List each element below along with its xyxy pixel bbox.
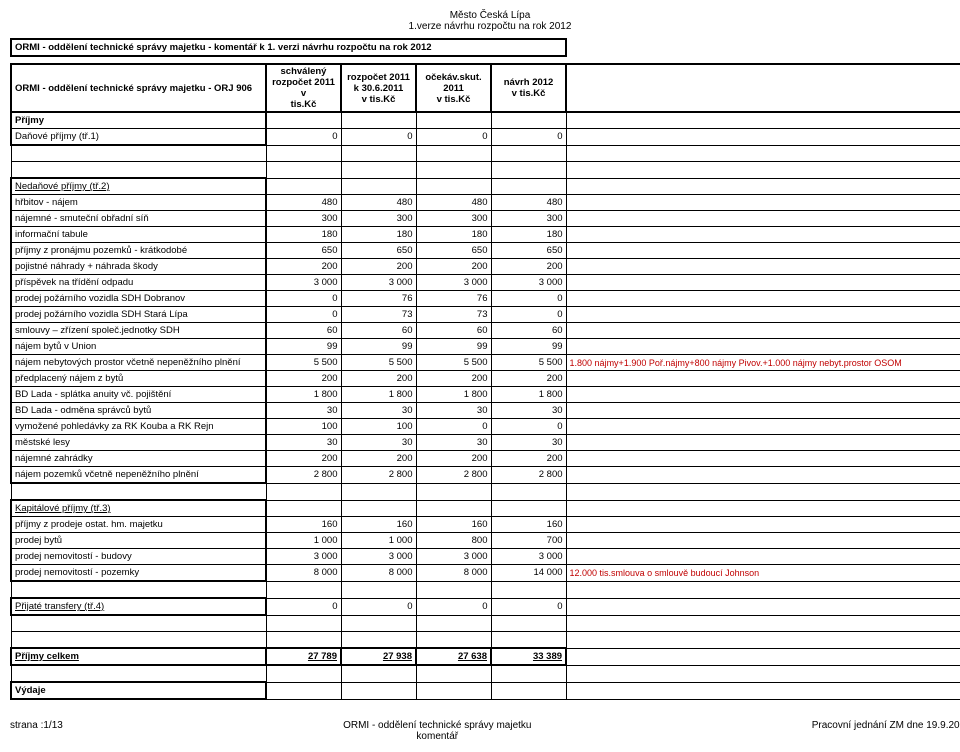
- note-cell: 12.000 tis.smlouva o smlouvě budoucí Joh…: [566, 565, 960, 582]
- header-line1: Město Česká Lípa: [10, 10, 960, 21]
- row-label: informační tabule: [11, 227, 266, 243]
- col-header-2: rozpočet 2011 k 30.6.2011 v tis.Kč: [341, 64, 416, 112]
- footer-right: Pracovní jednání ZM dne 19.9.2011: [812, 720, 960, 742]
- row-label: příspěvek na třídění odpadu: [11, 275, 266, 291]
- row-label: vymožené pohledávky za RK Kouba a RK Rej…: [11, 419, 266, 435]
- row-label: prodej bytů: [11, 533, 266, 549]
- row-label: příjmy z pronájmu pozemků - krátkodobé: [11, 243, 266, 259]
- page-header: Město Česká Lípa 1.verze návrhu rozpočtu…: [10, 10, 960, 32]
- row-label: hřbitov - nájem: [11, 195, 266, 211]
- row-label: nájem bytů v Union: [11, 339, 266, 355]
- col-header-1: schválený rozpočet 2011 vtis.Kč: [266, 64, 341, 112]
- row-label: příjmy z prodeje ostat. hm. majetku: [11, 517, 266, 533]
- section-transfery: Přijaté transfery (tř.4): [11, 598, 266, 615]
- row-label: BD Lada - splátka anuity vč. pojištění: [11, 387, 266, 403]
- row-label: nájemné zahrádky: [11, 451, 266, 467]
- budget-table: ORMI - oddělení technické správy majetku…: [10, 38, 960, 700]
- row-label: prodej nemovitostí - budovy: [11, 549, 266, 565]
- header-line2: 1.verze návrhu rozpočtu na rok 2012: [10, 21, 960, 32]
- row-label: nájemné - smuteční obřadní síň: [11, 211, 266, 227]
- section-prijmy: Příjmy: [11, 112, 266, 129]
- row-label: pojistné náhrady + náhrada škody: [11, 259, 266, 275]
- row-label: prodej požárního vozidla SDH Stará Lípa: [11, 307, 266, 323]
- footer-center: ORMI - oddělení technické správy majetku…: [343, 720, 531, 742]
- page-footer: strana :1/13 ORMI - oddělení technické s…: [10, 720, 960, 742]
- row-label: městské lesy: [11, 435, 266, 451]
- row-label: BD Lada - odměna správců bytů: [11, 403, 266, 419]
- section-kapitalove: Kapitálové příjmy (tř.3): [11, 500, 266, 517]
- section-nedanove: Nedaňové příjmy (tř.2): [11, 178, 266, 195]
- section-vydaje: Výdaje: [11, 682, 266, 699]
- col-header-3: očekáv.skut. 2011v tis.Kč: [416, 64, 491, 112]
- footer-left: strana :1/13: [10, 720, 63, 742]
- col-header-4: návrh 2012 v tis.Kč: [491, 64, 566, 112]
- org-label: ORMI - oddělení technické správy majetku…: [11, 64, 266, 112]
- row-label: prodej nemovitostí - pozemky: [11, 565, 266, 582]
- row-label: smlouvy – zřízení společ.jednotky SDH: [11, 323, 266, 339]
- row-label: nájem pozemků včetně nepeněžního plnění: [11, 467, 266, 484]
- note-cell: 1.800 nájmy+1.900 Poř.nájmy+800 nájmy Pi…: [566, 355, 960, 371]
- title-row: ORMI - oddělení technické správy majetku…: [11, 39, 566, 56]
- row-label: nájem nebytových prostor včetně nepeněžn…: [11, 355, 266, 371]
- section-prijmy-celkem: Příjmy celkem: [11, 648, 266, 665]
- section-danove: Daňové příjmy (tř.1): [11, 129, 266, 146]
- row-label: předplacený nájem z bytů: [11, 371, 266, 387]
- row-label: prodej požárního vozidla SDH Dobranov: [11, 291, 266, 307]
